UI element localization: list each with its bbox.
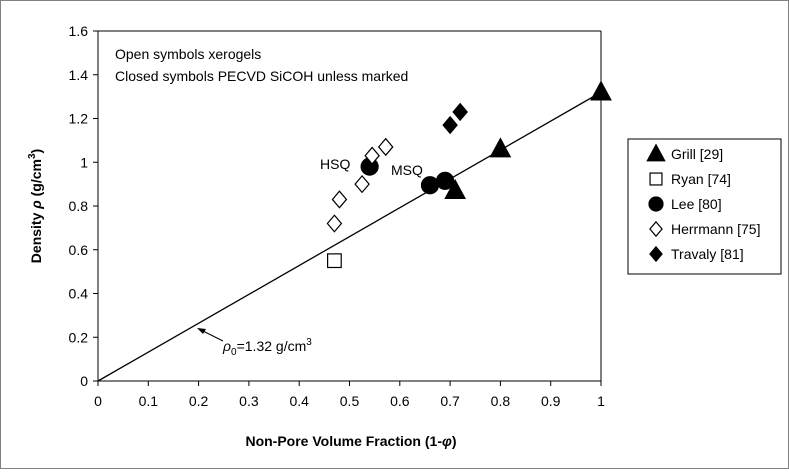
y-tick-label: 0.2 [69,329,89,345]
lee-80-point [435,171,455,190]
y-tick-label: 0.4 [69,286,89,302]
y-tick-label: 0 [80,373,88,389]
fit-label-rho: ρ [222,338,231,354]
x-tick-label: 0.1 [139,393,159,409]
x-tick-label: 0.6 [390,393,410,409]
note-line-2: Closed symbols PECVD SiCOH unless marked [115,68,408,84]
grill-29-point [590,80,612,101]
x-tick-label: 0.3 [239,393,259,409]
x-tick-label: 0 [94,393,102,409]
fit-arrow-head [197,328,206,334]
x-tick-label: 0.5 [340,393,360,409]
fit-label-exp: 3 [306,337,312,348]
travaly-81-point [442,115,458,135]
legend-label-travaly-81: Travaly [81] [671,246,744,262]
y-tick-label: 1.4 [69,67,89,83]
fit-label-mid: =1.32 g/cm [237,338,307,354]
y-title-unit: (g/cm [28,159,44,200]
legend-marker-lee-80 [648,196,664,212]
herrmann-75-point [364,146,380,165]
msq-label: MSQ [391,162,423,178]
hsq-label: HSQ [320,156,350,172]
fit-arrow-shaft [200,329,224,342]
y-title-close: ) [28,149,44,154]
herrmann-75-point [331,190,348,209]
y-title-exp: 3 [27,153,38,159]
note-line-1: Open symbols xerogels [115,46,261,62]
x-title-phi: φ [442,433,452,449]
x-tick-label: 0.9 [541,393,561,409]
fit-line-annotation: ρ0=1.32 g/cm3 [197,328,312,358]
x-axis-title: Non-Pore Volume Fraction (1-φ) [245,433,456,449]
x-tick-label: 0.2 [189,393,209,409]
legend: Grill [29] Ryan [74] Lee [80] Herrmann [75]… [627,138,782,275]
y-tick-label: 1.2 [69,111,89,127]
herrmann-75-point [326,214,343,233]
y-tick-label: 0.8 [69,198,89,214]
ryan-74-point [327,253,342,269]
legend-marker-ryan-74 [649,172,663,186]
x-tick-label: 0.8 [491,393,511,409]
y-tick-label: 1 [80,154,88,170]
travaly-81-point [452,102,468,122]
herrmann-75-point [354,174,370,194]
legend-label-ryan-74: Ryan [74] [671,171,731,187]
x-title-close: ) [452,433,457,449]
legend-items: Grill [29] Ryan [74] Lee [80] Herrmann [75]… [646,143,760,263]
y-title-pre: Density [28,209,44,263]
fit-line [97,91,602,382]
legend-label-herrmann-75: Herrmann [75] [671,221,760,237]
legend-marker-herrmann-75 [649,220,663,238]
lee-80-point [420,176,440,195]
x-tick-label: 0.7 [440,393,460,409]
herrmann-75-point [377,137,394,157]
grill-29-point [489,137,512,158]
legend-label-grill-29: Grill [29] [671,146,723,162]
legend-marker-grill-29 [646,143,666,162]
fit-line-label: ρ0=1.32 g/cm3 [222,337,312,358]
x-tick-label: 0.4 [289,393,309,409]
fit-line-group [97,91,602,382]
grill-29-point [444,178,466,199]
y-tick-label: 0.6 [69,242,89,258]
tick-group: 0 0.1 0.2 0.3 0.4 0.5 0.6 0.7 0.8 0.9 1 0 0.2 0.4 0.6 0… [69,23,606,409]
y-axis-title: Density ρ (g/cm3) [27,149,44,263]
x-tick-label: 1 [597,393,605,409]
legend-marker-travaly-81 [649,245,663,263]
data-points-group [326,80,612,269]
fit-label-sub: 0 [231,347,237,358]
y-tick-label: 1.6 [69,23,89,39]
y-title-rho: ρ [28,200,44,210]
legend-label-lee-80: Lee [80] [671,196,722,212]
x-title-pre: Non-Pore Volume Fraction (1- [245,433,442,449]
